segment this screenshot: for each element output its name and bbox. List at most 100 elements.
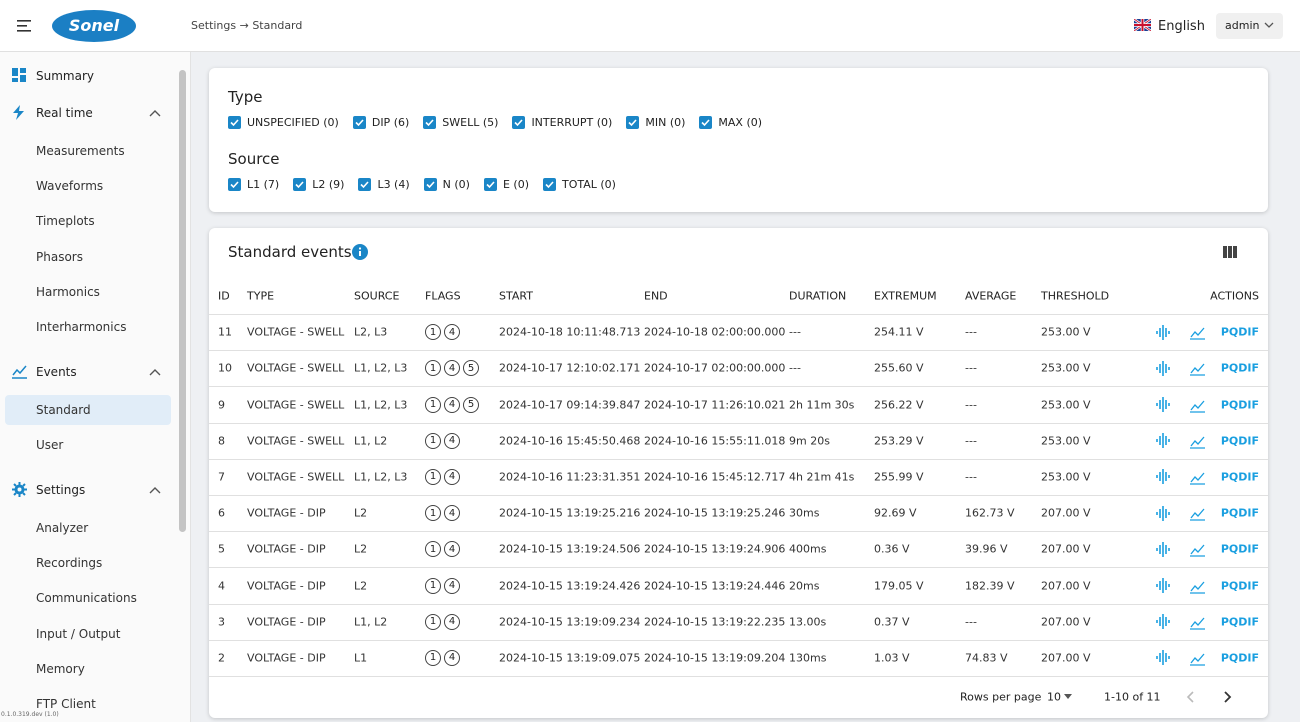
checkbox[interactable]: L2 (9) <box>293 178 344 191</box>
table-cell: 207.00 V <box>1041 651 1091 665</box>
pqdif-link[interactable]: PQDIF <box>1220 542 1259 556</box>
waveform-button[interactable] <box>1156 433 1170 449</box>
table-cell: 255.60 V <box>874 361 924 375</box>
row-divider <box>209 639 1268 641</box>
flag-icon <box>1134 19 1151 31</box>
menu-item[interactable]: User <box>36 438 64 452</box>
table-cell: 5 <box>218 542 225 556</box>
menu-button[interactable] <box>17 19 33 33</box>
timeplot-button[interactable] <box>1190 542 1205 557</box>
flag: 1 <box>425 468 441 485</box>
table-cell: L2, L3 <box>354 325 388 339</box>
flag: 1 <box>425 324 441 341</box>
prev-page[interactable] <box>1186 691 1194 703</box>
menu-item[interactable]: Timeplots <box>36 214 95 229</box>
table-cell: 0.36 V <box>874 542 910 556</box>
waveform-button[interactable] <box>1156 469 1170 485</box>
collapse-icon[interactable] <box>149 368 161 376</box>
collapse-icon[interactable] <box>149 109 161 117</box>
select-caret[interactable] <box>1064 694 1072 699</box>
menu-group[interactable]: Events <box>36 365 77 379</box>
pqdif-link[interactable]: PQDIF <box>1220 651 1259 665</box>
menu-item[interactable]: Communications <box>36 591 137 606</box>
menu-group[interactable]: Real time <box>36 106 93 120</box>
waveform-button[interactable] <box>1156 397 1170 412</box>
waveform-button[interactable] <box>1156 360 1170 376</box>
timeplot-button[interactable] <box>1190 434 1205 449</box>
timeplot-button[interactable] <box>1190 579 1205 594</box>
columns-button[interactable] <box>1223 246 1237 258</box>
pqdif-link[interactable]: PQDIF <box>1220 470 1259 484</box>
menu-item[interactable]: Standard <box>36 403 91 417</box>
table-cell: 179.05 V <box>874 579 924 592</box>
timeplot-button[interactable] <box>1190 651 1205 666</box>
waveform-button[interactable] <box>1156 650 1170 666</box>
checkbox[interactable]: UNSPECIFIED (0) <box>228 116 339 129</box>
table-cell: 2024-10-15 13:19:09.234 <box>499 615 641 629</box>
table-cell: 7 <box>218 470 225 484</box>
flag: 4 <box>444 360 460 377</box>
menu-item[interactable]: Analyzer <box>36 521 89 535</box>
checkbox[interactable]: SWELL (5) <box>423 116 498 129</box>
waveform-button[interactable] <box>1156 505 1170 521</box>
column-header: START <box>499 289 533 303</box>
rows-per-page-select[interactable]: 10 <box>1047 690 1061 704</box>
checkbox[interactable]: MIN (0) <box>626 116 685 129</box>
checkbox-label: UNSPECIFIED (0) <box>247 116 339 129</box>
pqdif-link[interactable]: PQDIF <box>1220 506 1259 520</box>
menu-group[interactable]: Settings <box>36 483 86 497</box>
info-icon[interactable] <box>352 244 368 260</box>
waveform-button[interactable] <box>1156 614 1170 630</box>
flag: 1 <box>425 613 441 630</box>
timeplot-button[interactable] <box>1190 398 1205 413</box>
menu-selected <box>5 395 171 425</box>
pqdif-link[interactable]: PQDIF <box>1220 325 1259 339</box>
table-cell: VOLTAGE - SWELL <box>247 325 345 339</box>
table-cell: 2 <box>218 651 225 665</box>
pqdif-link[interactable]: PQDIF <box>1220 398 1259 411</box>
menu-item[interactable]: Waveforms <box>36 179 104 194</box>
timeplot-button[interactable] <box>1190 506 1205 521</box>
menu-item[interactable]: Measurements <box>36 144 125 158</box>
collapse-icon[interactable] <box>149 486 161 494</box>
checkbox[interactable]: E (0) <box>483 178 529 191</box>
checkbox-box <box>293 178 307 191</box>
menu-group[interactable]: Summary <box>36 69 94 83</box>
menu-item[interactable]: Interharmonics <box>36 320 127 334</box>
waveform-button[interactable] <box>1156 541 1170 557</box>
timeplot-button[interactable] <box>1190 615 1205 630</box>
checkbox[interactable]: N (0) <box>423 178 470 191</box>
menu-item[interactable]: FTP Client <box>36 697 96 711</box>
menu-icon <box>13 105 24 120</box>
checkbox[interactable]: INTERRUPT (0) <box>512 116 612 129</box>
table-cell: 0.37 V <box>874 615 910 629</box>
checkbox[interactable]: L3 (4) <box>358 178 410 191</box>
checkbox[interactable]: DIP (6) <box>352 116 409 129</box>
pqdif-link[interactable]: PQDIF <box>1220 615 1259 629</box>
menu-item[interactable]: Harmonics <box>36 284 100 299</box>
timeplot-button[interactable] <box>1190 470 1205 485</box>
pqdif-link[interactable]: PQDIF <box>1220 579 1259 592</box>
table-cell: 8 <box>218 434 225 448</box>
checkbox[interactable]: MAX (0) <box>699 116 762 129</box>
user-menu[interactable]: admin <box>1216 13 1283 39</box>
row-divider <box>209 603 1268 605</box>
menu-item[interactable]: Memory <box>36 661 85 676</box>
pqdif-link[interactable]: PQDIF <box>1220 361 1259 375</box>
language[interactable]: English <box>1158 19 1205 34</box>
next-page[interactable] <box>1224 691 1232 703</box>
checkbox[interactable]: L1 (7) <box>228 178 279 191</box>
timeplot-button[interactable] <box>1190 325 1205 340</box>
pqdif-link[interactable]: PQDIF <box>1220 434 1259 448</box>
checkbox[interactable]: TOTAL (0) <box>543 178 616 191</box>
menu-item[interactable]: Input / Output <box>36 626 121 641</box>
menu-item[interactable]: Recordings <box>36 556 103 571</box>
timeplot-button[interactable] <box>1190 361 1205 376</box>
waveform-button[interactable] <box>1156 324 1170 340</box>
menu-item[interactable]: Phasors <box>36 249 83 264</box>
waveform-button[interactable] <box>1156 578 1170 593</box>
checkbox-row: L1 (7) L2 (9) L3 (4) N (0) E (0) TOTAL (0) <box>228 178 630 191</box>
